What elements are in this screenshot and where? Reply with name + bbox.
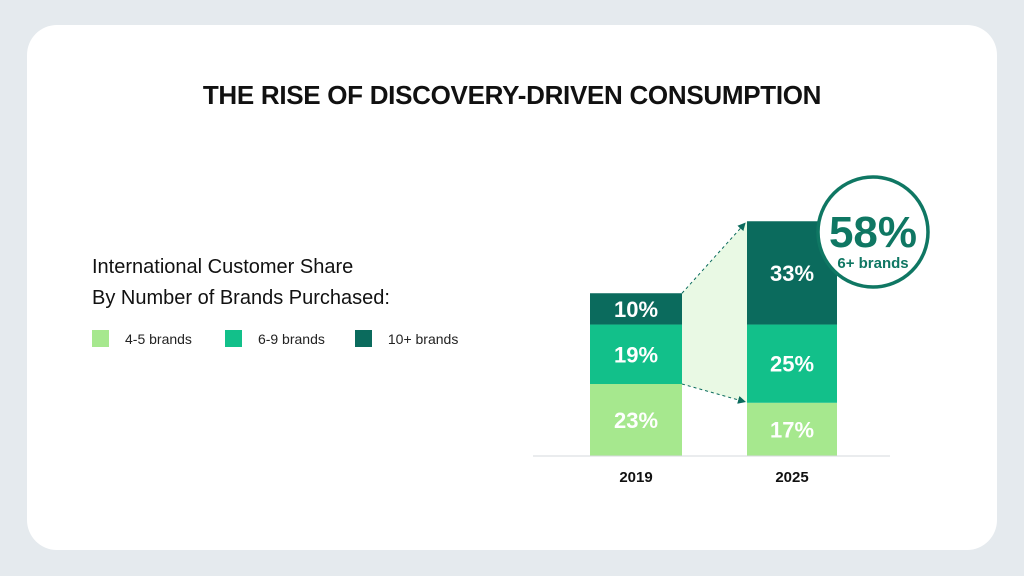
bar-segment [590,324,682,385]
connector-area [682,221,747,403]
connector-arrow-bottom [681,383,746,404]
x-tick-label: 2019 [619,469,652,486]
bar-segment [590,293,682,325]
legend-swatch [354,330,372,347]
bar-segment [590,384,682,456]
legend-swatch [224,330,242,347]
annotation-value: 58% [829,208,917,257]
legend-label: 4-5 brands [125,330,192,347]
legend-item: 10+ brands [354,330,459,347]
bar-segment [747,324,837,403]
legend-swatch [92,330,109,347]
bar-segment [747,402,837,456]
legend-item: 6-9 brands [224,330,325,347]
connector-arrow-top [681,222,746,294]
data-label: 23% [614,408,658,433]
legend-item: 4-5 brands [92,330,192,347]
legend-label: 6-9 brands [257,330,325,347]
data-label: 19% [614,342,658,367]
data-label: 25% [770,352,814,377]
data-label: 33% [770,261,814,286]
subtitle-line-2: By Number of Brands Purchased: [92,287,390,309]
chart-subtitle: International Customer Share By Number o… [92,252,390,314]
annotation-circle [816,175,930,289]
data-label: 10% [614,297,658,322]
data-label: 17% [770,417,814,442]
page-title: THE RISE OF DISCOVERY-DRIVEN CONSUMPTION [202,80,822,110]
subtitle-line-1: International Customer Share [92,256,354,278]
legend: 4-5 brands 6-9 brands 10+ brands [92,330,491,347]
legend-label: 10+ brands [387,330,459,347]
x-tick-label: 2025 [775,469,808,486]
annotation-label: 6+ brands [837,255,908,272]
